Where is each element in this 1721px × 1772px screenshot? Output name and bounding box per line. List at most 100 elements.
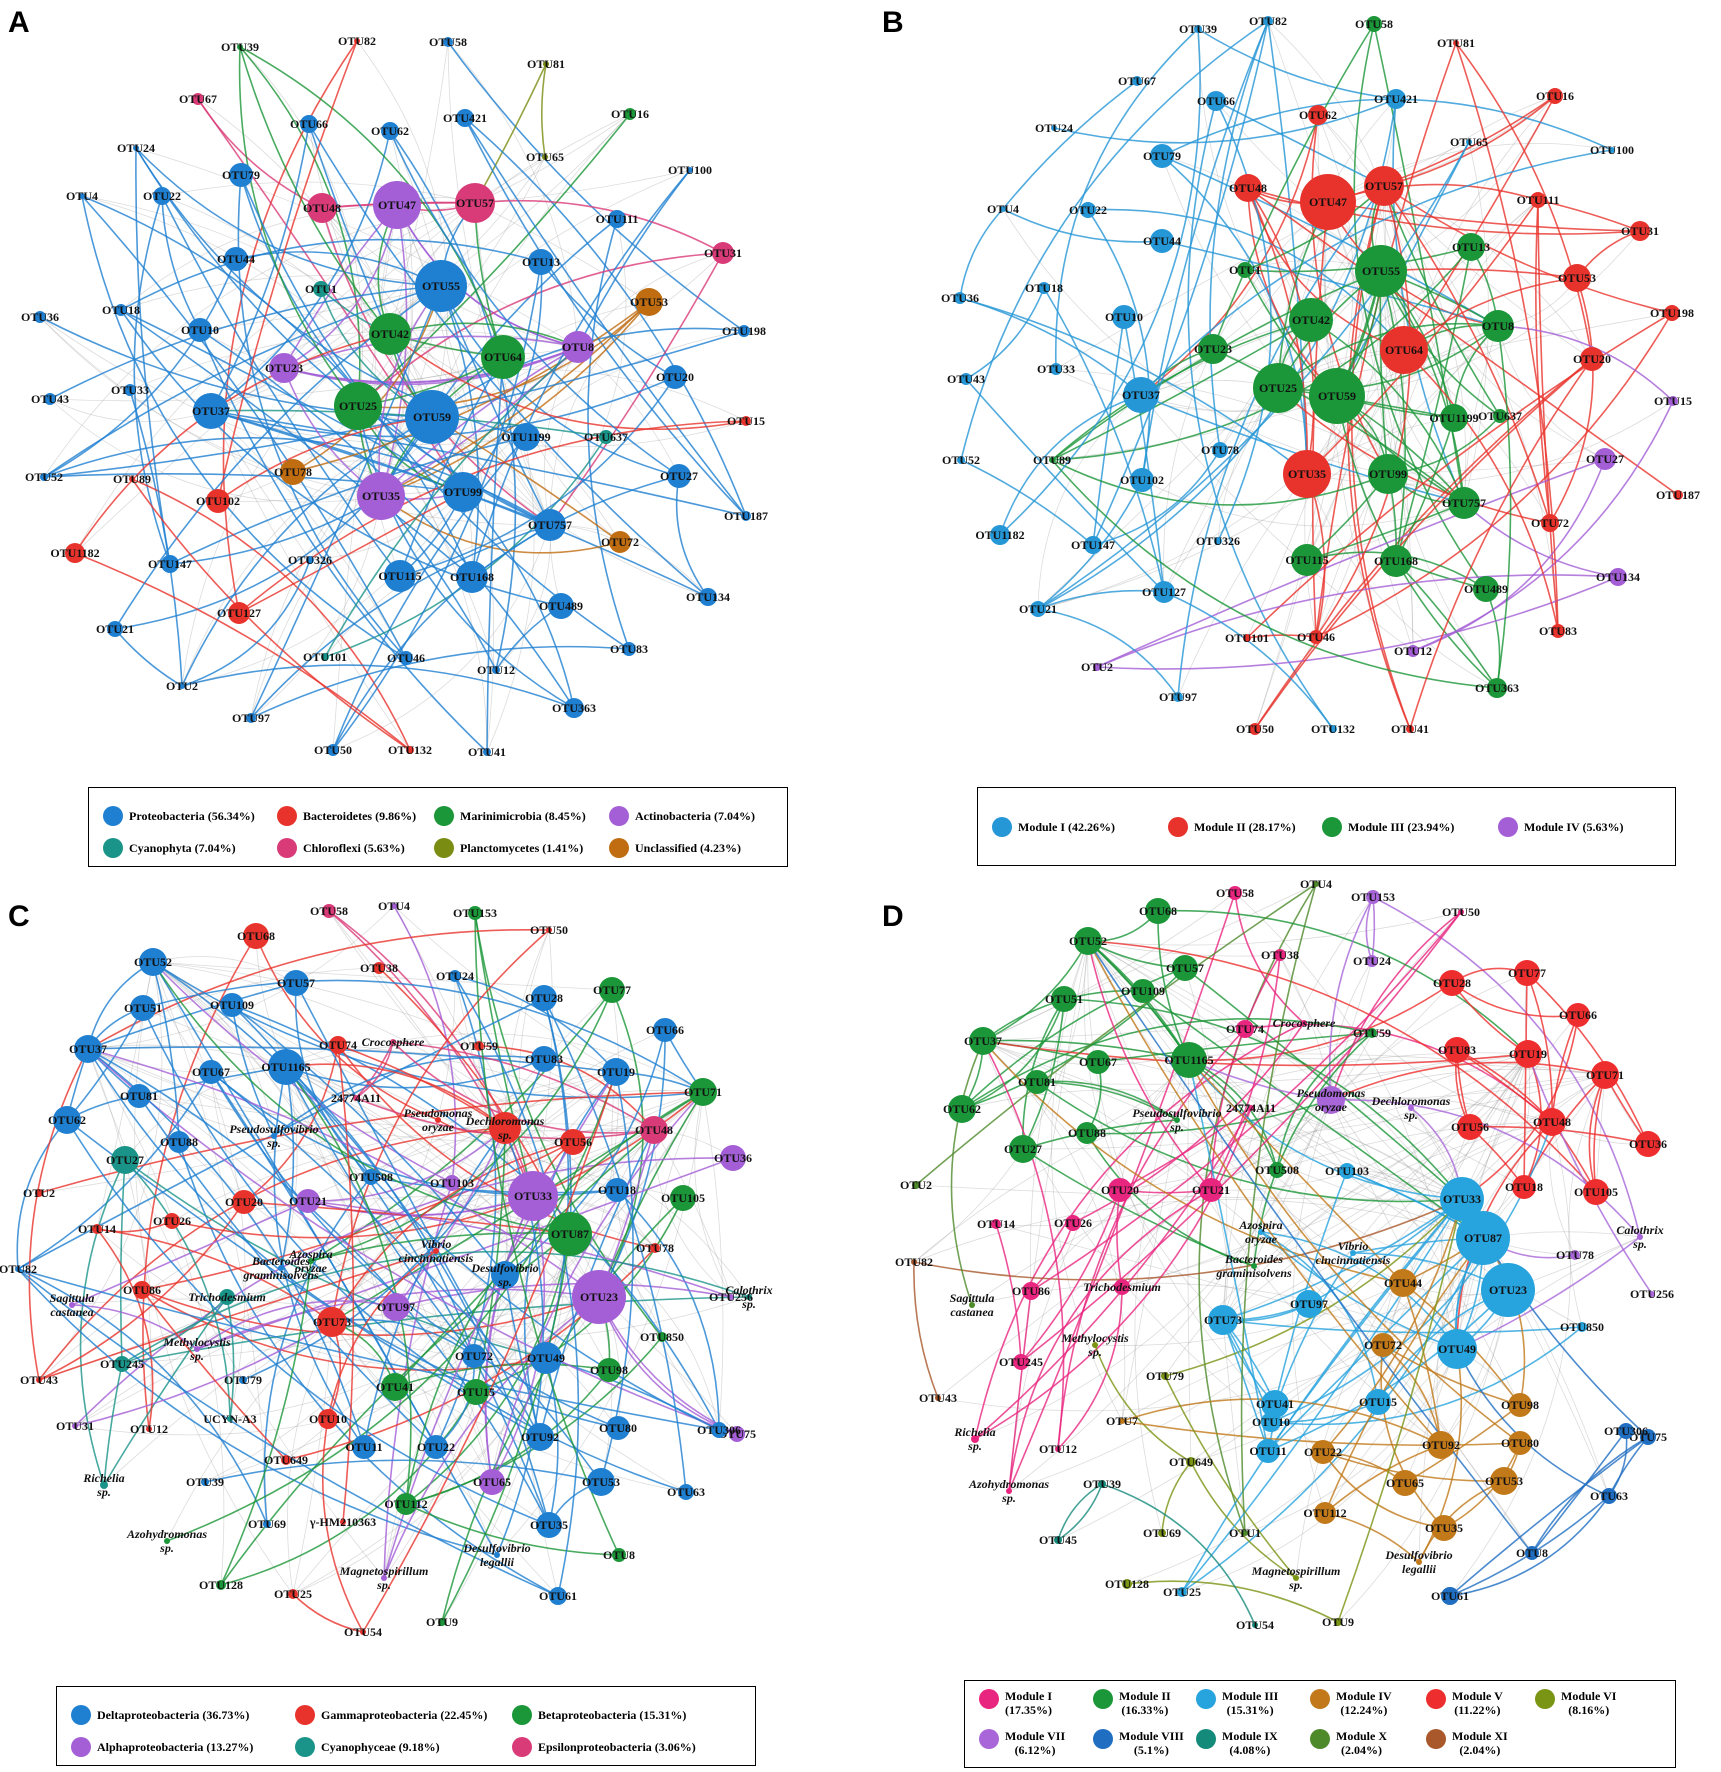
node-circle (1145, 898, 1171, 924)
node-label: OTU35 (1288, 467, 1326, 481)
node-circle (657, 1332, 667, 1342)
network-edge (1022, 1148, 1255, 1267)
node-otu22: OTU22 (143, 187, 181, 205)
network-edge (16, 1119, 68, 1270)
node-otu58: OTU58 (1355, 16, 1393, 32)
network-edge (1267, 20, 1308, 475)
network-edge (383, 1296, 600, 1579)
node-otu33: OTU33 (1037, 362, 1075, 376)
network-edge (1096, 458, 1606, 668)
node-otu4: OTU4 (378, 899, 410, 913)
node-circle (1150, 229, 1174, 253)
node-circle (1371, 1333, 1395, 1357)
node-otu2: OTU2 (23, 1186, 55, 1200)
network-edge (1526, 972, 1649, 1145)
node-circle (1577, 1322, 1587, 1332)
network-edge (1101, 1483, 1256, 1626)
legend-swatch (277, 838, 297, 858)
network-edge (308, 123, 709, 598)
network-edge (1022, 1119, 1178, 1150)
node-label: OTU147 (1071, 538, 1115, 552)
legend-item-module-x: Module X (2.04%) (1310, 1729, 1387, 1757)
node-otu48: OTU48 (303, 193, 341, 223)
node-24774a11: 24774A11 (1226, 1101, 1276, 1115)
node-otu11: OTU11 (345, 1435, 383, 1459)
node-circle (229, 163, 253, 187)
node-otu111: OTU111 (1517, 192, 1559, 208)
network-edge (435, 975, 497, 1448)
node-circle (911, 1259, 917, 1265)
node-otu39: OTU39 (1179, 22, 1217, 36)
network-edge (654, 1091, 704, 1249)
legend-label: Module VII (6.12%) (1005, 1729, 1066, 1757)
node-circle (546, 927, 552, 933)
node-label: OTU59 (1318, 389, 1356, 403)
node-label: OTU39 (1179, 22, 1217, 36)
node-label: OTU28 (1433, 976, 1471, 990)
node-otu52: OTU52 (1069, 927, 1107, 955)
network-edge (292, 301, 650, 473)
node-label: OTU421 (443, 111, 487, 125)
network-edge (283, 346, 579, 383)
node-label: OTU78 (1201, 443, 1239, 457)
node-label: OTU8 (562, 340, 594, 354)
node-otu46: OTU46 (1297, 630, 1335, 644)
node-otu649: OTU649 (264, 1453, 308, 1467)
node-otu72: OTU72 (1364, 1333, 1402, 1357)
node-circle (1080, 202, 1096, 218)
node-label: OTU42 (1292, 313, 1330, 327)
network-edge (1383, 185, 1501, 417)
legend-item-betaproteobacteria-15-31: Betaproteobacteria (15.31%) (512, 1705, 686, 1725)
node-circle (363, 1169, 379, 1185)
network-edge (1456, 1236, 1641, 1350)
node-circle (1269, 1162, 1285, 1178)
network-edge (327, 1250, 437, 1420)
network-edge (1526, 972, 1553, 1123)
legend-label: Alphaproteobacteria (13.27%) (97, 1739, 254, 1754)
node-label: OTU20 (1101, 1183, 1139, 1197)
network-edge (1097, 1053, 1606, 1076)
node-methylocystis-sp: Methylocystis sp. (1060, 1331, 1129, 1359)
legend-label: Module VI (8.16%) (1561, 1689, 1617, 1717)
node-circle (954, 292, 966, 304)
node-label: OTU62 (48, 1113, 86, 1127)
node-circle (449, 970, 461, 982)
node-calothrix-sp: Calothrix sp. (725, 1283, 772, 1311)
node-circle (288, 1589, 298, 1599)
network-edge (915, 1184, 1463, 1200)
node-label: OTU4 (66, 189, 98, 203)
node-otu68: OTU68 (1139, 898, 1177, 924)
network-edge (1330, 1068, 1606, 1101)
node-otu78: OTU78 (274, 459, 312, 485)
node-circle (1630, 221, 1650, 241)
node-circle (969, 1302, 975, 1308)
node-label: OTU103 (430, 1176, 474, 1190)
node-circle (549, 1587, 567, 1605)
network-edge (544, 346, 579, 526)
legend-label: Marinimicrobia (8.45%) (460, 808, 586, 823)
node-otu37: OTU37 (1122, 377, 1160, 413)
node-label: OTU33 (514, 1189, 552, 1203)
node-circle (720, 1145, 746, 1171)
node-otu67: OTU67 (192, 1060, 230, 1084)
legend-item-actinobacteria-7-04: Actinobacteria (7.04%) (609, 806, 755, 826)
network-edge (250, 645, 630, 719)
legend-item-gammaproteobacteria-22-45: Gammaproteobacteria (22.45%) (295, 1705, 487, 1725)
node-label: OTU36 (714, 1151, 752, 1165)
network-edge (1209, 20, 1269, 451)
node-circle (1668, 396, 1678, 406)
network-edge (1247, 187, 1641, 235)
node-otu15: OTU15 (1359, 1389, 1397, 1415)
node-circle (220, 993, 244, 1017)
legend-label: Gammaproteobacteria (22.45%) (321, 1707, 488, 1722)
legend-swatch (1196, 1729, 1216, 1749)
node-otu134: OTU134 (1596, 568, 1640, 586)
node-circle (1525, 1546, 1539, 1560)
node-circle (161, 555, 179, 573)
node-label: OTU58 (310, 904, 348, 918)
node-otu15: OTU15 (727, 414, 765, 428)
node-desulfovibrio-legallii: Desulfovibrio legallii (462, 1541, 530, 1569)
node-circle (1570, 1250, 1580, 1260)
node-circle (481, 335, 525, 379)
node-circle (746, 1294, 752, 1300)
